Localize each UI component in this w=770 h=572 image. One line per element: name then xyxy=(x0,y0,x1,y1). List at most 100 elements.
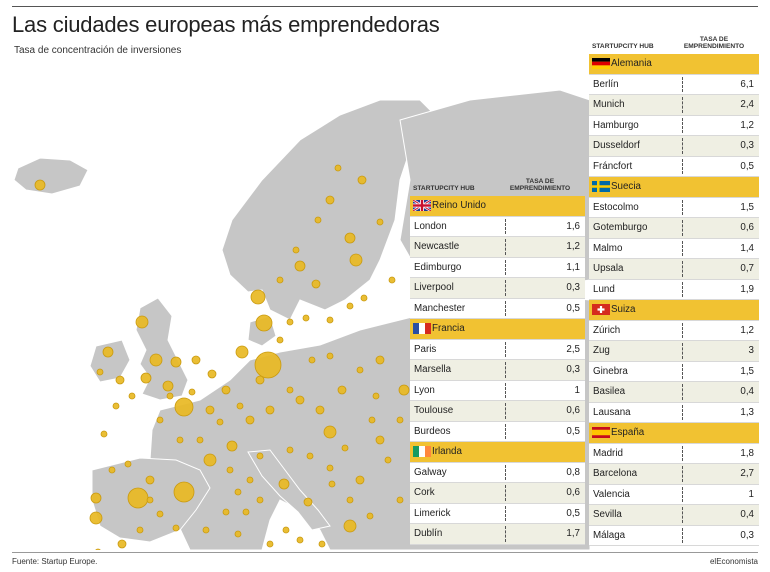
city-bubble xyxy=(375,355,385,365)
city-bubble xyxy=(256,452,264,460)
table-row: Lund 1,9 xyxy=(589,279,759,300)
table-row: Málaga 0,3 xyxy=(589,525,759,546)
city-bubble xyxy=(172,524,180,532)
rate-value: 6,1 xyxy=(740,78,754,90)
city-name: London xyxy=(414,220,447,232)
country-name: Suecia xyxy=(611,181,641,192)
city-bubble xyxy=(375,435,385,445)
city-bubble xyxy=(278,478,290,490)
table-row: London 1,6 xyxy=(410,216,585,237)
table-row: Galway 0,8 xyxy=(410,462,585,483)
city-name: Limerick xyxy=(414,507,451,519)
column-divider xyxy=(682,322,683,338)
city-bubble xyxy=(254,351,282,379)
table-row: Madrid 1,8 xyxy=(589,443,759,464)
city-name: Paris xyxy=(414,343,437,355)
city-name: Sevilla xyxy=(593,509,622,520)
table-row: Upsala 0,7 xyxy=(589,259,759,280)
table-header: STARTUPCITY HUB TASA DE EMPRENDIMIENTO xyxy=(410,174,585,196)
country-name: Francia xyxy=(432,323,465,334)
city-bubble xyxy=(205,405,215,415)
table-row: Edimburgo 1,1 xyxy=(410,257,585,278)
table-row: Munich 2,4 xyxy=(589,95,759,116)
table-header: STARTUPCITY HUB TASA DE EMPRENDIMIENTO xyxy=(589,32,759,54)
hub-table-right: STARTUPCITY HUB TASA DE EMPRENDIMIENTO A… xyxy=(589,32,759,546)
city-bubble xyxy=(236,402,244,410)
city-bubble xyxy=(188,388,196,396)
column-divider xyxy=(505,485,506,501)
country-header: Alemania xyxy=(589,54,759,75)
table-row: Marsella 0,3 xyxy=(410,360,585,381)
city-bubble xyxy=(376,218,384,226)
city-name: Gotemburgo xyxy=(593,222,648,233)
city-bubble xyxy=(341,444,349,452)
column-divider xyxy=(682,343,683,359)
column-divider xyxy=(505,382,506,398)
column-divider xyxy=(682,507,683,523)
rate-value: 0,6 xyxy=(566,405,580,416)
table-row: Estocolmo 1,5 xyxy=(589,197,759,218)
city-bubble xyxy=(349,253,363,267)
city-name: Hamburgo xyxy=(593,119,639,131)
rate-value: 1 xyxy=(574,384,580,396)
city-bubble xyxy=(235,345,249,359)
column-divider xyxy=(505,505,506,521)
city-bubble xyxy=(173,481,195,503)
rate-value: 0,8 xyxy=(566,466,580,478)
city-name: Ginebra xyxy=(593,365,628,377)
rate-value: 0,3 xyxy=(566,364,580,375)
source-note: Fuente: Startup Europe. xyxy=(12,557,98,566)
table-groups: Reino Unido London 1,6 Newcastle 1,2 Edimburg… xyxy=(410,196,585,545)
city-bubble xyxy=(255,375,265,385)
city-bubble xyxy=(388,276,396,284)
top-rule xyxy=(12,6,758,7)
table-row: Barcelona 2,7 xyxy=(589,464,759,485)
country-header: Suecia xyxy=(589,177,759,198)
city-bubble xyxy=(286,386,294,394)
country-name: Suiza xyxy=(611,304,636,315)
rate-value: 1,2 xyxy=(740,324,754,336)
uk-flag-icon xyxy=(412,198,432,213)
city-bubble xyxy=(343,519,357,533)
city-bubble xyxy=(95,548,101,550)
city-bubble xyxy=(216,418,224,426)
table-row: Burdeos 0,5 xyxy=(410,421,585,442)
table-row: Limerick 0,5 xyxy=(410,503,585,524)
hub-table-left: STARTUPCITY HUB TASA DE EMPRENDIMIENTO R… xyxy=(410,174,585,545)
country-name: Alemania xyxy=(611,58,652,69)
city-bubble xyxy=(96,368,104,376)
rate-value: 1,8 xyxy=(740,447,754,459)
city-bubble xyxy=(360,294,368,302)
city-bubble xyxy=(315,405,325,415)
city-bubble xyxy=(102,346,114,358)
city-bubble xyxy=(384,456,392,464)
column-divider xyxy=(505,362,506,378)
city-bubble xyxy=(176,436,184,444)
column-divider xyxy=(505,423,506,439)
city-name: Basilea xyxy=(593,386,626,397)
city-bubble xyxy=(292,246,300,254)
city-bubble xyxy=(276,336,284,344)
rate-value: 1,7 xyxy=(566,528,580,539)
city-bubble xyxy=(196,436,204,444)
city-name: Newcastle xyxy=(414,241,460,252)
country-name: España xyxy=(611,427,645,438)
city-bubble xyxy=(207,369,217,379)
city-bubble xyxy=(334,164,342,172)
table-row: Malmo 1,4 xyxy=(589,238,759,259)
header-rate: TASA DE EMPRENDIMIENTO xyxy=(509,178,571,192)
city-bubble xyxy=(306,452,314,460)
city-bubble xyxy=(234,488,242,496)
city-bubble xyxy=(170,356,182,368)
city-name: Lund xyxy=(593,283,615,295)
city-name: Zug xyxy=(593,345,610,356)
city-bubble xyxy=(250,289,266,305)
city-bubble xyxy=(226,440,238,452)
city-bubble xyxy=(326,464,334,472)
city-name: Lyon xyxy=(414,384,435,396)
city-bubble xyxy=(246,476,254,484)
city-bubble xyxy=(266,540,274,548)
chart-title: Las ciudades europeas más emprendedoras xyxy=(12,12,440,37)
city-name: Dusseldorf xyxy=(593,140,640,151)
country-name: Reino Unido xyxy=(432,200,486,211)
